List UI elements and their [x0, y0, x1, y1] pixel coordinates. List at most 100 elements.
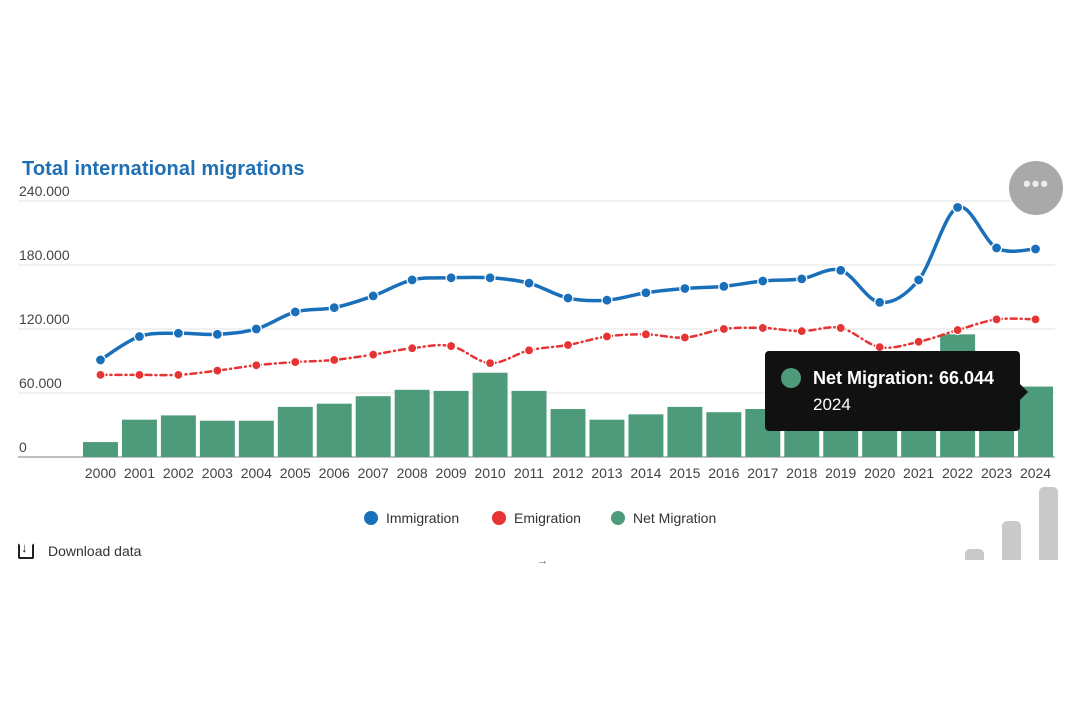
chart-tooltip: Net Migration: 66.044 2024: [765, 351, 1028, 431]
bar-net-migration: [83, 442, 118, 457]
point-emigration: [329, 354, 340, 366]
point-immigration: [289, 306, 301, 318]
point-emigration: [1030, 314, 1041, 325]
point-emigration: [251, 360, 262, 371]
point-emigration: [212, 365, 223, 376]
chart-legend: Immigration Emigration Net Migration: [0, 510, 1080, 530]
bar-net-migration: [160, 415, 196, 457]
deco-bar-large: [1039, 487, 1058, 560]
chart-type-bars-icon: [960, 485, 1060, 560]
bar-net-migration: [121, 419, 157, 457]
legend-swatch-emigration: [492, 511, 506, 525]
point-emigration: [835, 322, 846, 334]
bar-net-migration: [394, 389, 430, 457]
point-emigration: [562, 339, 574, 351]
bar-net-migration: [355, 396, 391, 457]
point-emigration: [290, 356, 301, 368]
x-tick-label: 2010: [475, 465, 506, 481]
x-tick-label: 2023: [981, 465, 1012, 481]
point-immigration: [913, 274, 925, 286]
x-tick-label: 2004: [241, 465, 272, 481]
point-immigration: [250, 323, 262, 335]
x-tick-label: 2018: [786, 465, 817, 481]
line-immigration: [98, 205, 1038, 362]
point-immigration: [172, 327, 184, 339]
point-immigration: [1029, 243, 1042, 255]
x-tick-label: 2003: [202, 465, 233, 481]
point-immigration: [94, 354, 107, 366]
point-immigration: [211, 328, 223, 340]
download-label: Download data: [48, 543, 142, 559]
x-tick-label: 2006: [319, 465, 350, 481]
point-immigration: [406, 274, 418, 286]
y-tick-label: 0: [19, 439, 27, 455]
bar-net-migration: [472, 372, 508, 457]
point-emigration: [173, 369, 184, 380]
bar-net-migration: [199, 420, 235, 457]
x-tick-label: 2015: [669, 465, 700, 481]
point-immigration: [835, 264, 847, 276]
point-immigration: [445, 272, 457, 284]
x-tick-label: 2005: [280, 465, 311, 481]
deco-bar-medium: [1002, 521, 1021, 560]
point-immigration: [601, 294, 613, 306]
point-emigration: [757, 322, 768, 334]
bar-net-migration: [628, 414, 664, 457]
point-immigration: [874, 296, 886, 308]
arrow-glyph: →: [537, 555, 548, 567]
legend-label-net-migration: Net Migration: [633, 510, 717, 526]
download-data-link[interactable]: Download data: [18, 540, 142, 559]
x-tick-label: 2019: [825, 465, 856, 481]
bar-net-migration: [277, 406, 313, 457]
x-tick-label: 2014: [630, 465, 661, 481]
point-emigration: [718, 323, 729, 335]
more-horizontal-icon: •••: [1022, 171, 1050, 196]
x-tick-label: 2013: [591, 465, 622, 481]
point-emigration: [601, 331, 613, 342]
point-immigration: [562, 292, 574, 304]
bar-net-migration: [706, 412, 742, 457]
legend-label-immigration: Immigration: [386, 510, 460, 526]
point-immigration: [484, 272, 496, 284]
point-emigration: [523, 345, 535, 356]
bar-net-migration: [589, 419, 625, 457]
more-options-button[interactable]: •••: [1009, 161, 1063, 215]
x-tick-label: 2024: [1020, 465, 1051, 481]
bar-net-migration: [316, 403, 352, 457]
point-emigration: [640, 329, 652, 340]
deco-bar-small: [965, 549, 984, 560]
point-immigration: [796, 273, 808, 285]
x-tick-label: 2007: [358, 465, 389, 481]
point-immigration: [990, 242, 1003, 254]
x-tick-label: 2022: [942, 465, 973, 481]
legend-item-emigration[interactable]: Emigration: [492, 510, 581, 526]
point-emigration: [991, 314, 1002, 325]
x-tick-label: 2016: [708, 465, 739, 481]
bar-net-migration: [550, 409, 586, 457]
x-tick-label: 2020: [864, 465, 895, 481]
point-immigration: [679, 282, 691, 295]
point-immigration: [523, 277, 535, 289]
point-immigration: [951, 201, 964, 213]
bar-net-migration: [238, 420, 274, 457]
x-tick-label: 2011: [514, 465, 544, 481]
point-immigration: [718, 280, 730, 292]
point-emigration: [368, 349, 379, 360]
x-tick-label: 2012: [552, 465, 583, 481]
download-icon: [18, 540, 34, 559]
x-tick-label: 2021: [903, 465, 934, 481]
legend-swatch-net-migration: [611, 511, 625, 525]
x-tick-label: 2017: [747, 465, 778, 481]
y-tick-label: 240.000: [19, 183, 70, 199]
x-tick-label: 2001: [124, 465, 155, 481]
legend-item-net-migration[interactable]: Net Migration: [611, 510, 716, 526]
legend-item-immigration[interactable]: Immigration: [364, 510, 459, 526]
x-tick-label: 2000: [85, 465, 116, 481]
y-tick-label: 60.000: [19, 375, 62, 391]
point-emigration: [952, 324, 963, 336]
x-tick-label: 2008: [397, 465, 428, 481]
y-tick-label: 120.000: [19, 311, 70, 327]
point-immigration: [757, 275, 769, 287]
tooltip-series-dot: [781, 368, 801, 388]
